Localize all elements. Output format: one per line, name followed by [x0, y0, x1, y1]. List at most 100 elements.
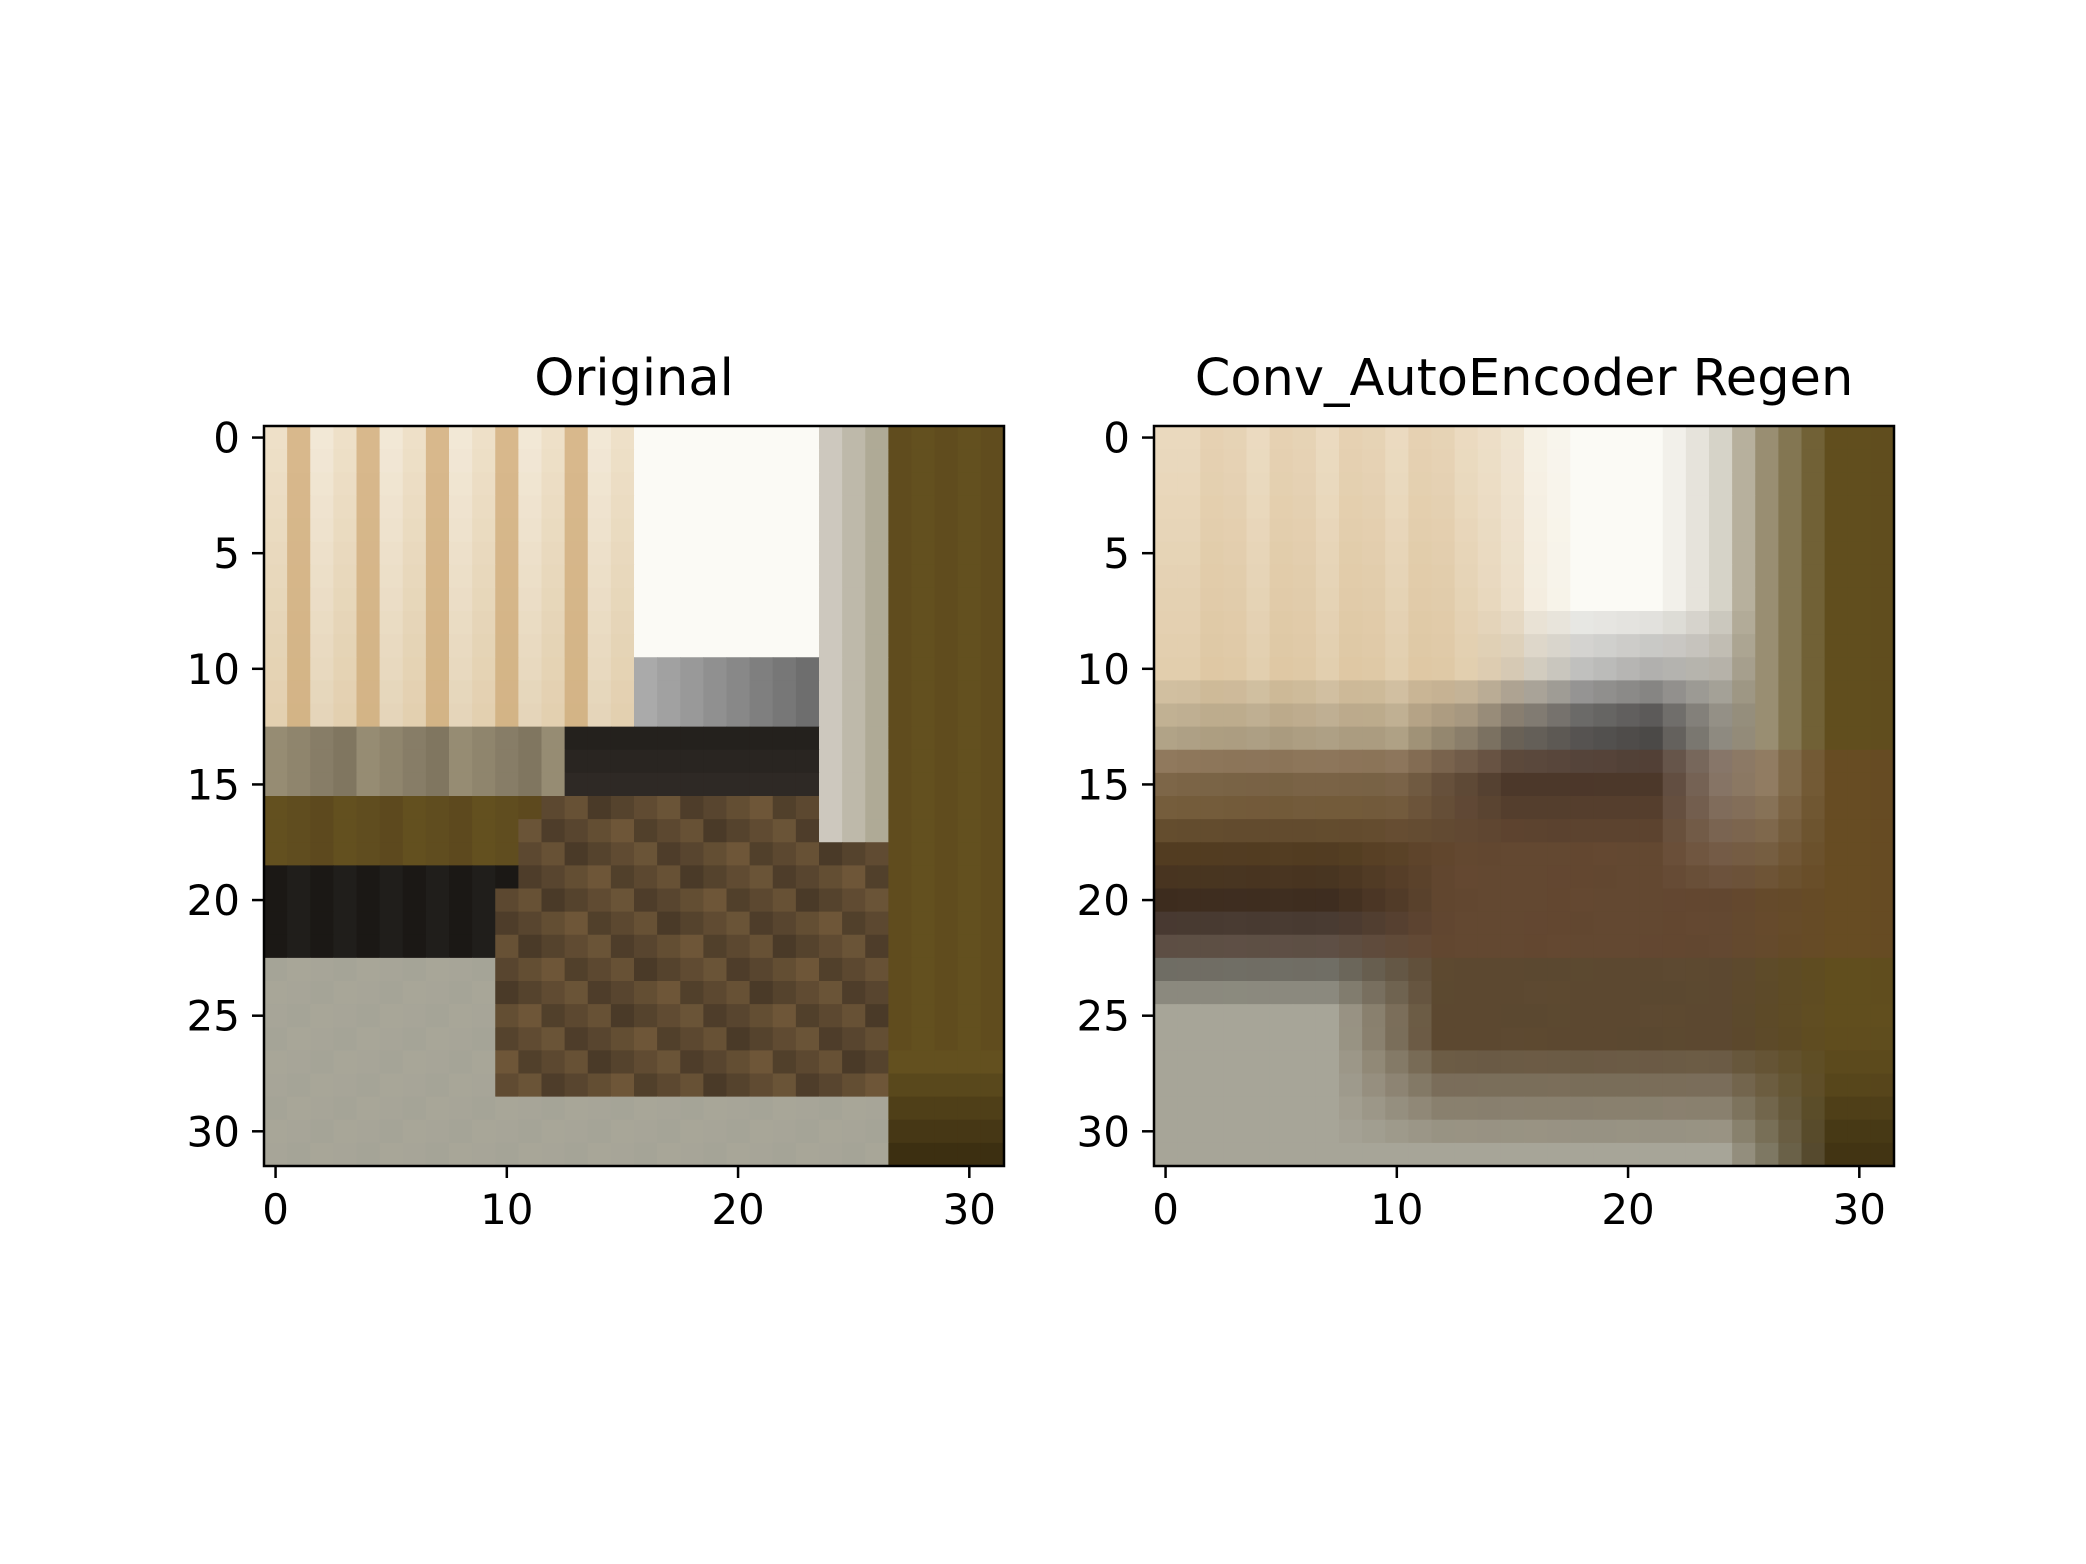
pixel — [888, 587, 913, 612]
pixel — [749, 865, 774, 890]
pixel — [865, 634, 889, 658]
pixel — [1362, 1004, 1386, 1028]
pixel — [1778, 749, 1803, 774]
pixel — [587, 888, 612, 913]
pixel — [957, 888, 982, 913]
pixel — [749, 796, 774, 820]
pixel — [1824, 518, 1849, 543]
pixel — [564, 796, 589, 820]
pixel — [1732, 1073, 1756, 1098]
pixel — [772, 842, 797, 866]
pixel — [1246, 449, 1271, 473]
pixel — [703, 680, 728, 705]
pixel — [1824, 749, 1849, 774]
pixel — [356, 426, 381, 450]
pixel — [1662, 449, 1687, 473]
pixel — [1362, 680, 1386, 705]
pixel — [680, 981, 704, 1005]
pixel — [1362, 819, 1386, 843]
pixel — [1315, 957, 1340, 982]
pixel — [934, 819, 959, 843]
pixel — [541, 1142, 566, 1167]
pixel — [1801, 981, 1826, 1005]
pixel — [1454, 934, 1479, 959]
pixel — [1408, 680, 1433, 705]
pixel — [1639, 1073, 1664, 1098]
pixel — [356, 634, 381, 658]
pixel — [1593, 703, 1618, 728]
pixel — [1177, 564, 1201, 589]
pixel — [425, 611, 450, 635]
pixel — [1870, 449, 1895, 473]
pixel — [1154, 1050, 1178, 1075]
x-tick-label: 0 — [1152, 1185, 1179, 1234]
pixel — [1685, 957, 1710, 982]
pixel — [310, 888, 334, 913]
y-tick-label: 0 — [1103, 414, 1130, 463]
pixel — [1200, 541, 1224, 566]
pixel — [541, 495, 566, 520]
pixel — [1616, 772, 1641, 797]
pixel — [1200, 819, 1224, 843]
pixel — [1269, 1073, 1294, 1098]
pixel — [1547, 634, 1571, 658]
pixel — [1732, 842, 1756, 866]
pixel — [1524, 1142, 1548, 1167]
pixel — [495, 680, 519, 705]
pixel — [911, 703, 936, 728]
pixel — [1431, 1050, 1456, 1075]
pixel — [356, 772, 381, 797]
pixel — [957, 587, 982, 612]
pixel — [1431, 888, 1456, 913]
pixel — [842, 1004, 866, 1028]
pixel — [1709, 749, 1733, 774]
pixel — [1639, 842, 1664, 866]
pixel — [772, 611, 797, 635]
pixel — [1269, 449, 1294, 473]
x-tick-label: 30 — [1833, 1185, 1886, 1234]
pixel — [657, 703, 681, 728]
pixel — [1662, 749, 1687, 774]
pixel — [1801, 796, 1826, 820]
pixel — [356, 842, 381, 866]
pixel — [1824, 657, 1849, 681]
pixel — [888, 772, 913, 797]
pixel — [772, 680, 797, 705]
pixel — [610, 703, 635, 728]
pixel — [795, 772, 820, 797]
pixel — [657, 1004, 681, 1028]
pixel — [310, 1004, 334, 1028]
pixel — [1570, 911, 1594, 936]
pixel — [772, 819, 797, 843]
pixel — [1870, 1073, 1895, 1098]
pixel — [1339, 634, 1363, 658]
pixel — [1755, 449, 1779, 473]
pixel — [1500, 981, 1525, 1005]
pixel — [356, 564, 381, 589]
pixel — [1547, 726, 1571, 751]
pixel — [703, 1096, 728, 1121]
pixel — [402, 865, 427, 890]
pixel — [1755, 1142, 1779, 1167]
pixel — [564, 449, 589, 473]
pixel — [1778, 981, 1803, 1005]
pixel — [1524, 611, 1548, 635]
pixel — [1500, 865, 1525, 890]
pixel — [310, 1096, 334, 1121]
pixel — [865, 749, 889, 774]
pixel — [1246, 934, 1271, 959]
pixel — [1685, 842, 1710, 866]
pixel — [425, 796, 450, 820]
pixel — [1431, 611, 1456, 635]
pixel — [1269, 1096, 1294, 1121]
pixel — [1385, 1096, 1409, 1121]
pixel — [1778, 657, 1803, 681]
pixel — [1570, 981, 1594, 1005]
pixel — [888, 842, 913, 866]
pixel — [1801, 819, 1826, 843]
pixel — [1870, 634, 1895, 658]
pixel — [1824, 703, 1849, 728]
pixel — [1500, 1027, 1525, 1051]
pixel — [865, 957, 889, 982]
pixel — [703, 611, 728, 635]
